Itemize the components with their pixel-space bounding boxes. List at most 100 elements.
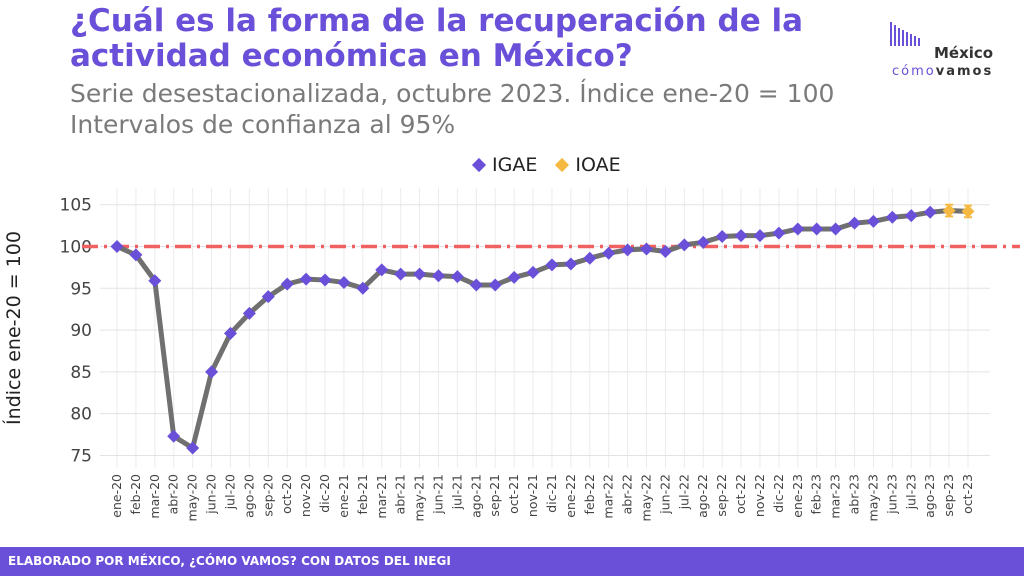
igae-point	[602, 246, 616, 260]
x-tick-label: nov-22	[752, 474, 767, 517]
chart-subtitle: Serie desestacionalizada, octubre 2023. …	[70, 78, 834, 140]
x-tick-label: jul-20	[222, 474, 237, 510]
igae-point	[791, 222, 805, 236]
subtitle-line-2: Intervalos de confianza al 95%	[70, 110, 456, 139]
x-tick-label: ago-23	[922, 474, 937, 518]
igae-point	[677, 238, 691, 252]
x-tick-label: oct-23	[960, 474, 975, 514]
x-tick-label: ene-20	[109, 474, 124, 518]
x-tick-label: feb-22	[582, 474, 597, 514]
igae-point	[640, 242, 654, 256]
x-tick-label: jul-21	[449, 474, 464, 510]
diamond-icon	[555, 157, 570, 173]
x-tick-label: ene-23	[790, 474, 805, 518]
igae-point	[280, 277, 294, 291]
x-tick-label: ago-20	[241, 474, 256, 518]
igae-point	[526, 265, 540, 279]
x-tick-label: feb-20	[128, 474, 143, 514]
ioae-point	[961, 204, 975, 218]
x-tick-label: may-23	[865, 474, 880, 521]
y-axis-label: Índice ene-20 = 100	[2, 231, 25, 425]
legend-item-igae: IGAE	[470, 154, 537, 176]
line-chart: 75 80 85 90 95 100 105 ene-20 feb-20 mar-20 abr-20…	[2, 188, 1020, 521]
x-tick-label: mar-20	[147, 474, 162, 519]
x-tick-label: ago-21	[468, 474, 483, 518]
x-tick-label: jun-22	[657, 474, 672, 515]
x-tick-label: abr-22	[620, 474, 635, 514]
diamond-icon	[471, 157, 487, 173]
igae-point	[545, 258, 559, 272]
x-tick-label: oct-21	[506, 474, 521, 514]
x-tick-label: nov-20	[298, 474, 313, 517]
igae-point	[318, 273, 332, 287]
igae-point	[299, 272, 313, 286]
igae-point	[205, 365, 219, 379]
x-tick-label: jul-23	[903, 474, 918, 510]
igae-point	[885, 210, 899, 224]
legend-item-ioae: IOAE	[553, 154, 621, 176]
igae-point	[450, 270, 464, 284]
igae-point	[148, 274, 162, 288]
igae-point	[223, 326, 237, 340]
igae-point	[356, 281, 370, 295]
x-tick-label: nov-21	[525, 474, 540, 517]
igae-point	[413, 267, 427, 281]
y-tick-label: 105	[60, 196, 92, 216]
igae-point	[715, 229, 729, 243]
x-tick-label: sep-23	[941, 474, 956, 517]
x-tick-label: sep-22	[714, 474, 729, 517]
igae-point	[904, 209, 918, 223]
x-tick-label: sep-20	[260, 474, 275, 517]
ioae-point	[942, 204, 956, 218]
igae-point	[431, 269, 445, 283]
logo-text-main: México	[934, 44, 994, 62]
x-tick-label: may-21	[412, 474, 427, 521]
igae-point	[394, 267, 408, 281]
footer-text: ELABORADO POR MÉXICO, ¿CÓMO VAMOS? CON D…	[8, 554, 451, 568]
y-tick-label: 90	[70, 321, 92, 341]
x-tick-label: dic-22	[771, 474, 786, 513]
igae-point	[167, 429, 181, 443]
igae-point	[658, 245, 672, 259]
igae-point	[337, 275, 351, 289]
igae-point	[564, 257, 578, 271]
igae-point	[129, 248, 143, 262]
legend-label-ioae: IOAE	[575, 154, 621, 176]
x-tick-label: mar-21	[374, 474, 389, 519]
x-tick-label: abr-21	[393, 474, 408, 514]
x-tick-label: jun-21	[430, 474, 445, 515]
x-tick-label: sep-21	[487, 474, 502, 517]
igae-point	[507, 270, 521, 284]
x-tick-label: jun-23	[884, 474, 899, 515]
logo-text-sub: cómovamos	[892, 64, 994, 79]
x-tick-label: oct-22	[733, 474, 748, 514]
y-tick-label: 95	[70, 279, 92, 299]
x-tick-label: abr-20	[166, 474, 181, 514]
subtitle-line-1: Serie desestacionalizada, octubre 2023. …	[70, 79, 835, 108]
x-tick-label: ene-21	[336, 474, 351, 518]
igae-point	[261, 290, 275, 304]
brand-logo: México cómovamos	[890, 22, 1010, 82]
igae-point	[110, 240, 124, 254]
y-tick-label: 85	[70, 363, 92, 383]
x-tick-label: abr-23	[847, 474, 862, 514]
x-tick-label: may-20	[185, 474, 200, 521]
igae-point	[375, 263, 389, 277]
x-tick-label: dic-21	[544, 474, 559, 513]
x-tick-label: mar-22	[601, 474, 616, 519]
igae-point	[772, 226, 786, 240]
igae-point	[923, 205, 937, 219]
y-tick-label: 80	[70, 405, 92, 425]
footer-bar: ELABORADO POR MÉXICO, ¿CÓMO VAMOS? CON D…	[0, 547, 1024, 576]
igae-point	[621, 243, 635, 257]
x-tick-label: jul-22	[676, 474, 691, 510]
chart-legend: IGAE IOAE	[470, 154, 621, 176]
igae-point	[829, 222, 843, 236]
chart-title: ¿Cuál es la forma de la recuperación de …	[70, 3, 804, 74]
igae-point	[866, 214, 880, 228]
igae-point	[734, 229, 748, 243]
x-tick-label: ene-22	[563, 474, 578, 518]
y-tick-label: 100	[60, 238, 92, 258]
x-tick-label: feb-21	[355, 474, 370, 514]
x-tick-label: may-22	[639, 474, 654, 521]
